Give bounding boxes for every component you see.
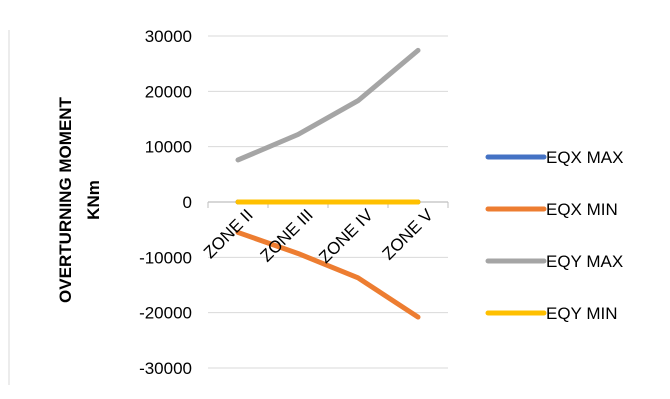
y-tick-label: 20000 <box>145 82 192 101</box>
y-tick-label: 10000 <box>145 138 192 157</box>
legend-label: EQX MAX <box>546 148 623 167</box>
legend-label: EQX MIN <box>546 200 618 219</box>
legend-label: EQY MIN <box>546 304 617 323</box>
x-category-label: ZONE V <box>379 205 438 264</box>
series-line-eqx-min <box>235 229 421 320</box>
legend-label: EQY MAX <box>546 252 623 271</box>
y-tick-label: -30000 <box>139 359 192 378</box>
y-tick-label: -10000 <box>139 248 192 267</box>
y-tick-label: 30000 <box>145 27 192 46</box>
y-tick-label: 0 <box>183 193 192 212</box>
y-tick-label: -20000 <box>139 304 192 323</box>
y-axis-unit: KNm <box>84 180 103 220</box>
legend: EQX MAX EQX MIN EQY MAX EQY MIN <box>485 148 623 323</box>
y-tick-labels: 30000 20000 10000 0 -10000 -20000 -30000 <box>139 27 192 378</box>
series-lines <box>235 47 421 320</box>
series-line-eqy-max <box>235 47 421 163</box>
y-axis-title: OVERTURNING MOMENT <box>56 96 75 303</box>
